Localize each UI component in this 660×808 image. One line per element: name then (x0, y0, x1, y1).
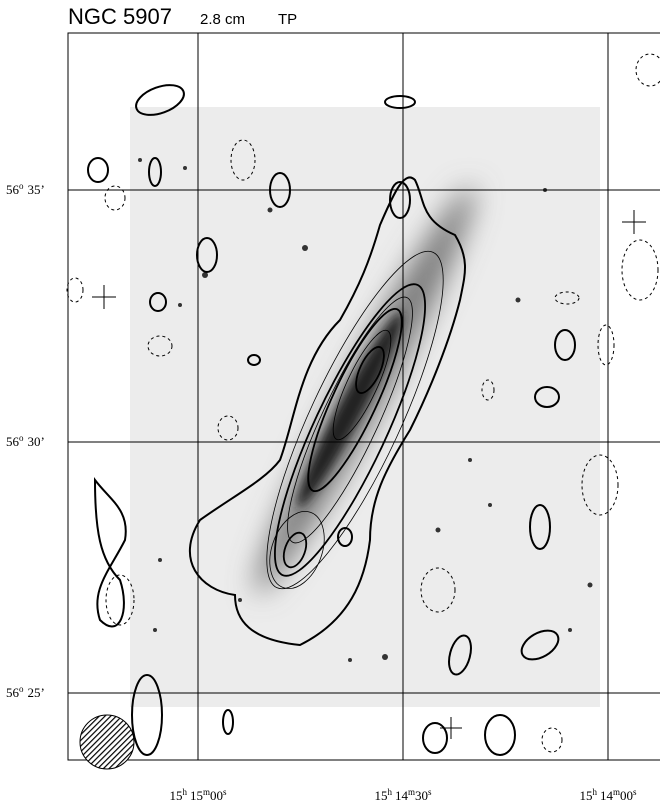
hour-sign: h (387, 787, 392, 797)
seconds: 30 (415, 788, 428, 803)
hours: 15 (169, 788, 182, 803)
minute-sign: m (613, 787, 620, 797)
wavelength: 2.8 cm (200, 11, 245, 28)
degree-sign: o (19, 433, 24, 443)
minutes: 15 (190, 788, 203, 803)
optical-image (130, 107, 600, 707)
arcmin: 30’ (28, 434, 45, 449)
degrees: 56 (6, 434, 20, 449)
figure: NGC 5907 2.8 cm TP (0, 0, 660, 808)
mode: TP (278, 11, 297, 28)
hour-sign: h (592, 787, 597, 797)
second-sign: s (428, 787, 432, 797)
hours: 15 (579, 788, 592, 803)
object-name: NGC 5907 (68, 4, 172, 29)
minutes: 14 (395, 788, 409, 803)
seconds: 00 (620, 788, 633, 803)
seconds: 00 (210, 788, 223, 803)
y-label: 56o 25’ (6, 684, 45, 700)
degree-sign: o (19, 684, 24, 694)
degrees: 56 (6, 685, 20, 700)
arcmin: 35’ (28, 182, 45, 197)
second-sign: s (223, 787, 227, 797)
hour-sign: h (182, 787, 187, 797)
arcmin: 25’ (28, 685, 45, 700)
beam (80, 715, 134, 769)
minute-sign: m (203, 787, 210, 797)
hours: 15 (374, 788, 387, 803)
y-label: 56o 30’ (6, 433, 45, 449)
second-sign: s (633, 787, 637, 797)
degree-sign: o (19, 181, 24, 191)
minutes: 14 (600, 788, 614, 803)
degrees: 56 (6, 182, 20, 197)
minute-sign: m (408, 787, 415, 797)
y-label: 56o 35’ (6, 181, 45, 197)
